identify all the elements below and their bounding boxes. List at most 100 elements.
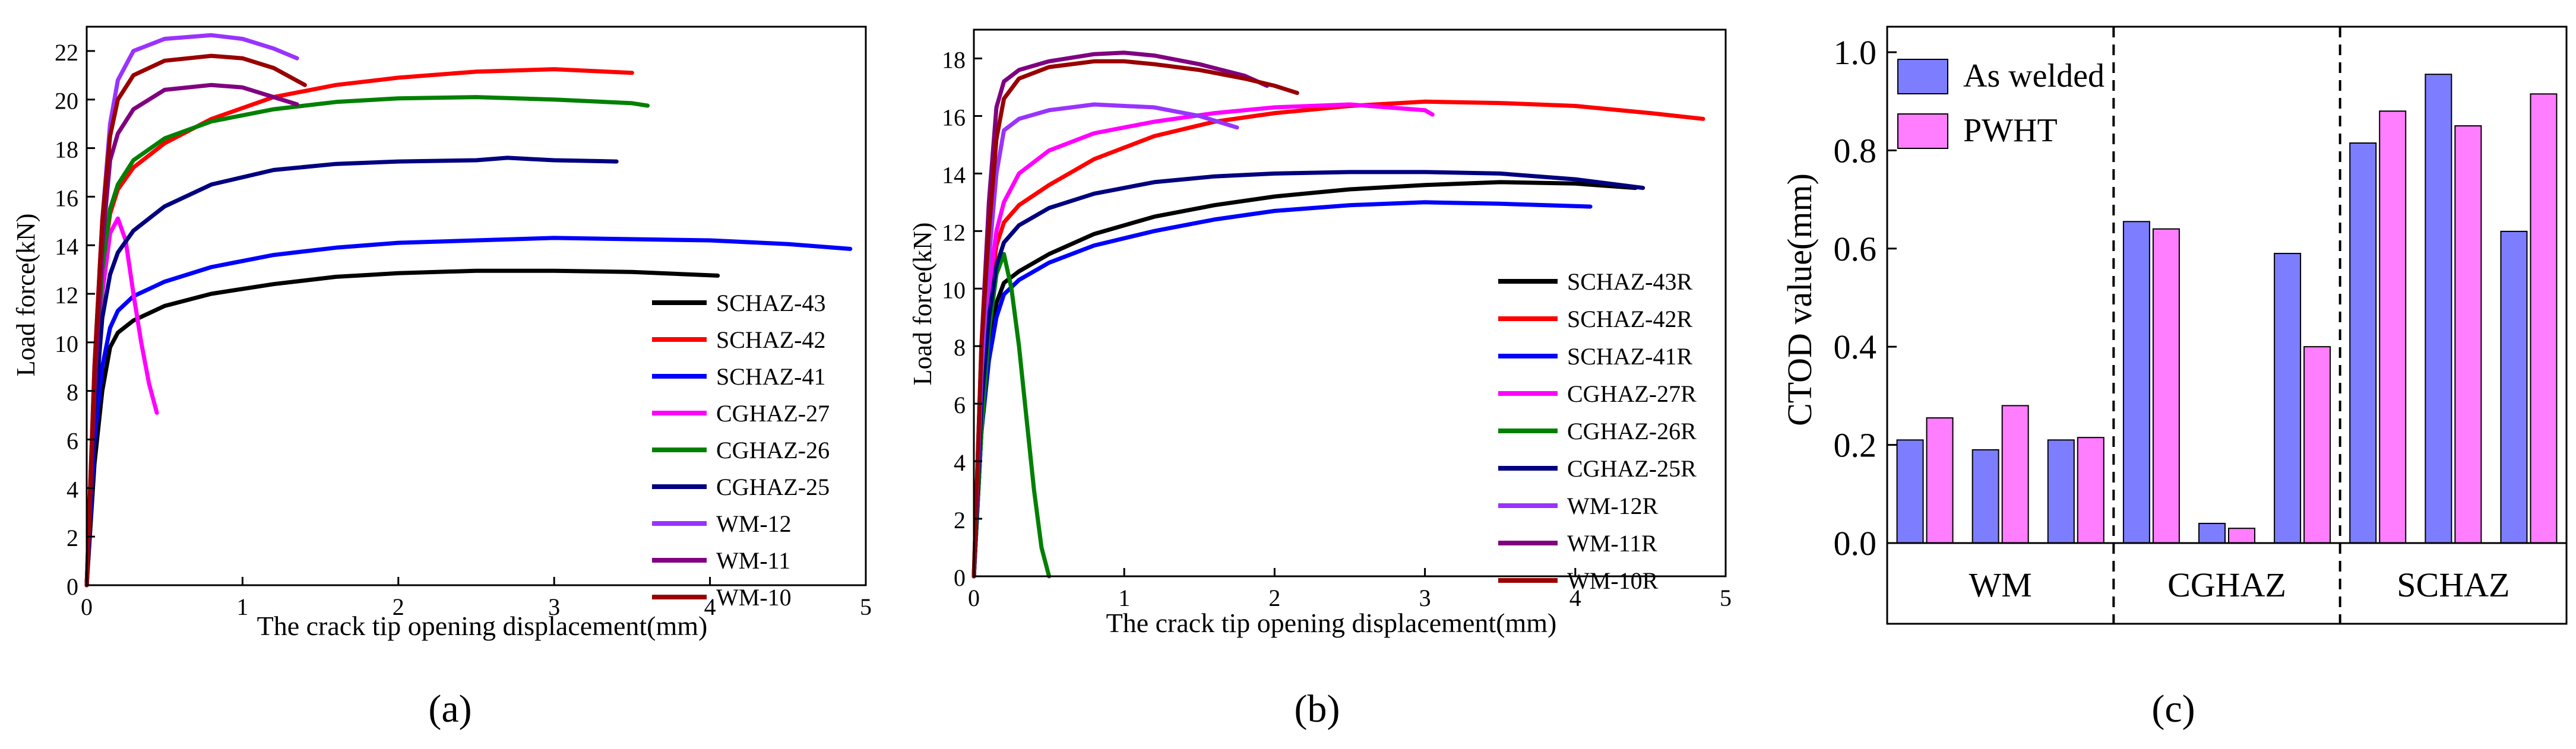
bar-pwht xyxy=(2379,110,2407,544)
panel-a-y-axis-label: Load force(kN) xyxy=(11,214,40,377)
y-tick-label: 8 xyxy=(67,379,78,406)
bar-as-welded xyxy=(1896,439,1924,544)
category-label: WM xyxy=(1969,566,2032,604)
series-line-wm-11r xyxy=(971,50,1270,579)
series-line-wm-12r xyxy=(971,102,1239,579)
legend-label: SCHAZ-42 xyxy=(716,326,825,353)
category-label: SCHAZ xyxy=(2397,566,2509,604)
series-line-cghaz-26 xyxy=(84,95,650,588)
series-line-cghaz-25 xyxy=(84,155,619,588)
legend-label: As welded xyxy=(1963,58,2105,94)
legend-label: CGHAZ-25 xyxy=(716,474,830,500)
category-label: CGHAZ xyxy=(2167,566,2286,604)
y-tick-label: 18 xyxy=(942,46,966,73)
bar-as-welded xyxy=(2198,522,2226,544)
bar-as-welded xyxy=(2349,142,2377,544)
y-tick-label: 0.6 xyxy=(1834,230,1877,268)
legend-swatch xyxy=(1897,113,1948,149)
legend-label: WM-12R xyxy=(1567,493,1659,519)
series-line-cghaz-27r xyxy=(971,102,1435,579)
bar-pwht xyxy=(2530,93,2558,544)
panel-b-legend: SCHAZ-43R SCHAZ-42R SCHAZ-41R CGHAZ-27R CGHA… xyxy=(1498,268,1697,594)
y-tick-label: 22 xyxy=(55,39,78,66)
series-line-cghaz-25r xyxy=(971,170,1645,579)
bar-pwht xyxy=(2077,437,2105,544)
bar-pwht xyxy=(1926,417,1954,544)
x-tick-label: 3 xyxy=(548,594,560,620)
legend-label: WM-10R xyxy=(1567,567,1659,594)
panel-c-axis-ticks: 0.0 0.2 0.4 0.6 0.8 1.0 xyxy=(1834,33,1897,563)
legend-label: CGHAZ-26R xyxy=(1567,418,1697,445)
x-tick-label: 0 xyxy=(81,594,93,620)
y-tick-label: 4 xyxy=(954,449,966,476)
series-line-schaz-42 xyxy=(84,67,634,588)
panel-a-series-lines xyxy=(84,33,853,588)
panel-c-category-row: WM CGHAZ SCHAZ xyxy=(1887,27,2566,624)
x-tick-label: 4 xyxy=(1569,585,1581,611)
panel-b-label: (b) xyxy=(1295,687,1340,731)
legend-label: CGHAZ-27 xyxy=(716,400,830,427)
y-tick-label: 2 xyxy=(67,525,78,551)
bar-as-welded xyxy=(2274,253,2302,544)
panel-a-plot-frame xyxy=(86,26,867,586)
series-line-wm-10r xyxy=(971,59,1299,579)
x-tick-label: 3 xyxy=(1419,585,1431,611)
y-tick-label: 12 xyxy=(942,219,966,246)
y-tick-label: 4 xyxy=(67,476,78,503)
y-tick-label: 8 xyxy=(954,334,966,361)
x-tick-label: 1 xyxy=(236,594,248,620)
panel-c-chart: 0.0 0.2 0.4 0.6 0.8 1.0 WM CGHAZ SCHAZ CTOD val… xyxy=(1780,26,2568,731)
bar-as-welded xyxy=(2500,230,2528,544)
panel-a-legend: SCHAZ-43 SCHAZ-42 SCHAZ-41 CGHAZ-27 CGHAZ-26… xyxy=(652,290,830,611)
legend-label: WM-12 xyxy=(716,510,792,537)
y-tick-label: 20 xyxy=(55,88,78,115)
series-line-wm-10 xyxy=(84,53,307,588)
x-tick-label: 2 xyxy=(393,594,404,620)
x-tick-label: 5 xyxy=(860,594,872,620)
legend-label: CGHAZ-26 xyxy=(716,437,830,464)
panel-c-label: (c) xyxy=(2151,687,2195,731)
panel-b-plot-frame xyxy=(973,28,1727,577)
y-tick-label: 14 xyxy=(942,161,966,188)
bar-as-welded xyxy=(2425,74,2452,544)
y-tick-label: 0.4 xyxy=(1834,328,1877,366)
y-tick-label: 0 xyxy=(954,564,966,591)
series-line-schaz-43 xyxy=(84,268,720,588)
bar-pwht xyxy=(2228,528,2255,544)
y-tick-label: 18 xyxy=(55,137,78,163)
y-tick-label: 1.0 xyxy=(1834,33,1877,72)
y-tick-label: 0.0 xyxy=(1834,524,1877,563)
x-tick-label: 5 xyxy=(1720,585,1732,611)
bar-as-welded xyxy=(2122,221,2150,544)
panel-c-bars xyxy=(1896,74,2558,544)
y-tick-label: 0.8 xyxy=(1834,131,1877,170)
y-tick-label: 12 xyxy=(55,282,78,309)
legend-label: SCHAZ-43R xyxy=(1567,268,1692,295)
legend-label: SCHAZ-41 xyxy=(716,363,825,390)
y-tick-label: 6 xyxy=(954,392,966,418)
bar-pwht xyxy=(2001,405,2029,544)
legend-label: SCHAZ-42R xyxy=(1567,306,1692,332)
series-line-schaz-41 xyxy=(84,236,853,588)
x-tick-label: 1 xyxy=(1118,585,1130,611)
x-tick-label: 0 xyxy=(968,585,980,611)
panel-b-series-lines xyxy=(971,50,1705,579)
panel-a-x-axis-label: The crack tip opening displacement(mm) xyxy=(257,611,708,641)
panel-c-legend: As welded PWHT xyxy=(1897,58,2105,149)
legend-label: WM-11 xyxy=(716,547,790,574)
legend-swatch xyxy=(1897,59,1948,94)
panel-a-label: (a) xyxy=(428,687,471,731)
legend-label: WM-10 xyxy=(716,584,792,611)
series-line-schaz-43r xyxy=(971,180,1638,579)
panel-c-y-axis-label: CTOD value(mm) xyxy=(1780,173,1819,426)
x-tick-label: 2 xyxy=(1268,585,1280,611)
legend-label: CGHAZ-27R xyxy=(1567,380,1697,407)
y-tick-label: 2 xyxy=(954,507,966,534)
legend-label: CGHAZ-25R xyxy=(1567,455,1697,482)
panel-b-x-axis-label: The crack tip opening displacement(mm) xyxy=(1106,608,1557,638)
legend-label: PWHT xyxy=(1963,112,2058,149)
